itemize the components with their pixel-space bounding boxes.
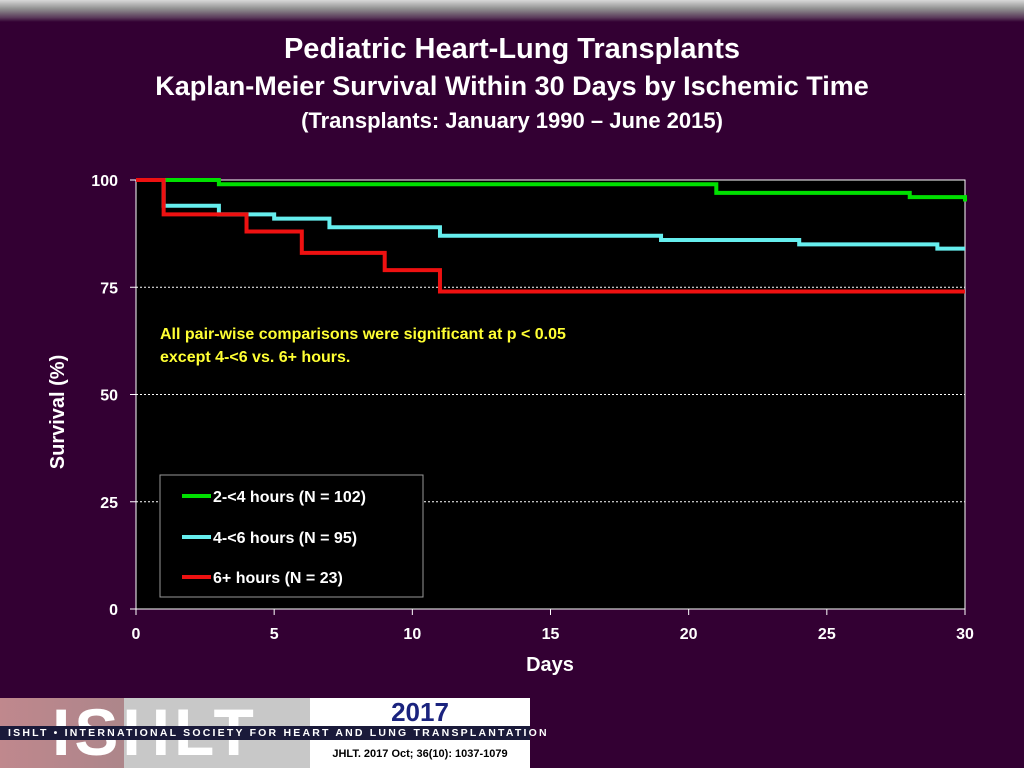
x-tick-label-0: 0 [132,626,141,643]
series-line-0 [136,178,967,202]
survival-chart: 0 25 50 75 100 0 5 10 15 20 25 30 All pair-wise com… [47,173,974,676]
title-block: Pediatric Heart-Lung Transplants Kaplan-… [0,30,1024,138]
x-tick-label-20: 20 [680,626,698,643]
x-tick-label-5: 5 [270,626,279,643]
series-lines [136,178,967,294]
x-tick-label-25: 25 [818,626,836,643]
annotation-line-1: All pair-wise comparisons were significa… [160,326,566,343]
chart-subtitle: Kaplan-Meier Survival Within 30 Days by … [155,71,869,101]
x-tick-label-10: 10 [403,626,421,643]
x-axis-label: Days [526,654,574,676]
x-tick-label-30: 30 [956,626,974,643]
legend-label-4-6-hours: 4-<6 hours (N = 95) [213,530,357,547]
organization-name: ISHLT • INTERNATIONAL SOCIETY FOR HEART … [0,726,547,740]
legend-label-2-4-hours: 2-<4 hours (N = 102) [213,489,366,506]
annotation-line-2: except 4-<6 vs. 6+ hours. [160,349,350,366]
year-box [310,698,530,726]
legend-label-6-plus-hours: 6+ hours (N = 23) [213,570,343,587]
chart-date-range: (Transplants: January 1990 – June 2015) [301,108,723,133]
citation: JHLT. 2017 Oct; 36(10): 1037-1079 [332,748,508,760]
chart-title: Pediatric Heart-Lung Transplants [283,33,741,65]
y-axis-label: Survival (%) [47,355,69,469]
y-tick-label-25: 25 [100,495,118,512]
y-tick-label-0: 0 [109,602,118,619]
y-tick-label-75: 75 [100,280,118,297]
axes: 0 25 50 75 100 0 5 10 15 20 25 30 [91,173,974,643]
series-line-2 [136,178,965,294]
x-tick-label-15: 15 [542,626,560,643]
y-tick-label-100: 100 [91,173,118,190]
top-gradient-bar [0,0,1024,22]
y-tick-label-50: 50 [100,388,118,405]
citation-box [310,740,530,768]
series-line-1 [136,178,965,251]
legend: 2-<4 hours (N = 102) 4-<6 hours (N = 95)… [159,474,424,598]
year-label: 2017 [391,697,449,727]
